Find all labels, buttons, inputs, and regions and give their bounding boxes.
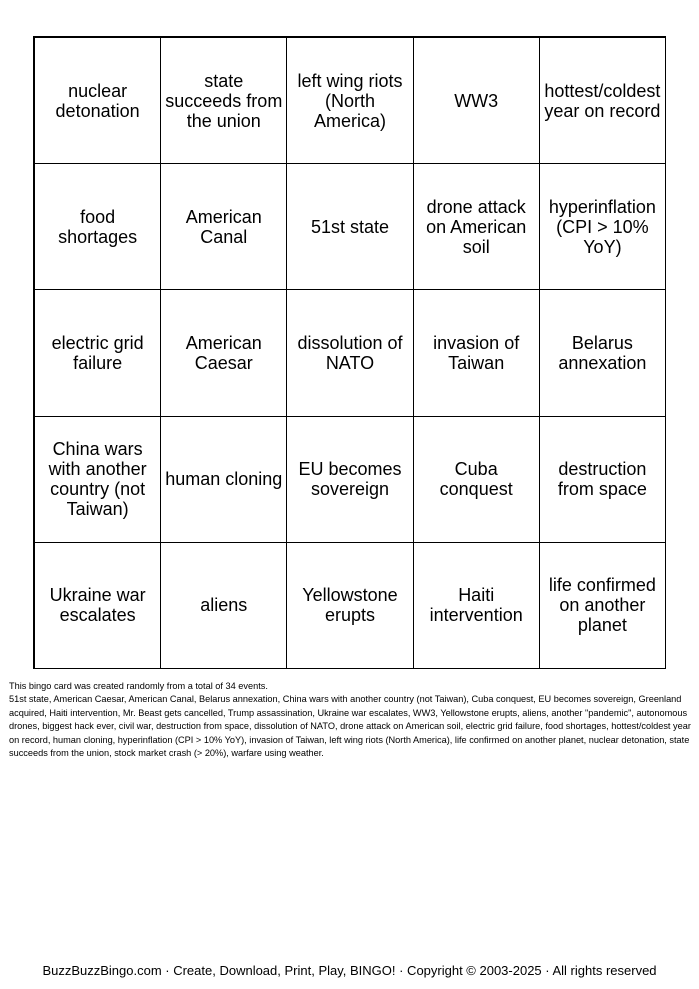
bingo-cell: 51st state (286, 163, 414, 291)
bingo-cell: drone attack on American soil (412, 163, 540, 291)
info-intro: This bingo card was created randomly fro… (9, 681, 268, 691)
bingo-cell: EU becomes sovereign (286, 415, 414, 543)
bingo-cell: dissolution of NATO (286, 289, 414, 417)
bingo-grid: nuclear detonation state succeeds from th… (33, 36, 666, 669)
bingo-cell: human cloning (160, 415, 288, 543)
bingo-cell: life confirmed on another planet (538, 541, 666, 669)
bingo-cell: aliens (160, 541, 288, 669)
bingo-cell: left wing riots (North America) (286, 37, 414, 165)
bingo-cell: state succeeds from the union (160, 37, 288, 165)
bingo-cell: nuclear detonation (34, 37, 162, 165)
card-info: This bingo card was created randomly fro… (9, 680, 694, 760)
bingo-cell: electric grid failure (34, 289, 162, 417)
bingo-cell: China wars with another country (not Tai… (34, 415, 162, 543)
bingo-cell: Cuba conquest (412, 415, 540, 543)
bingo-cell: food shortages (34, 163, 162, 291)
bingo-cell: destruction from space (538, 415, 666, 543)
info-events-list: 51st state, American Caesar, American Ca… (9, 694, 691, 759)
bingo-cell: American Caesar (160, 289, 288, 417)
bingo-cell: invasion of Taiwan (412, 289, 540, 417)
bingo-cell: American Canal (160, 163, 288, 291)
bingo-cell: Ukraine war escalates (34, 541, 162, 669)
bingo-cell: hottest/coldest year on record (538, 37, 666, 165)
bingo-cell: WW3 (412, 37, 540, 165)
bingo-cell: Belarus annexation (538, 289, 666, 417)
bingo-cell: Haiti intervention (412, 541, 540, 669)
bingo-cell: Yellowstone erupts (286, 541, 414, 669)
bingo-cell: hyperinflation (CPI > 10% YoY) (538, 163, 666, 291)
footer: BuzzBuzzBingo.com · Create, Download, Pr… (42, 963, 657, 978)
